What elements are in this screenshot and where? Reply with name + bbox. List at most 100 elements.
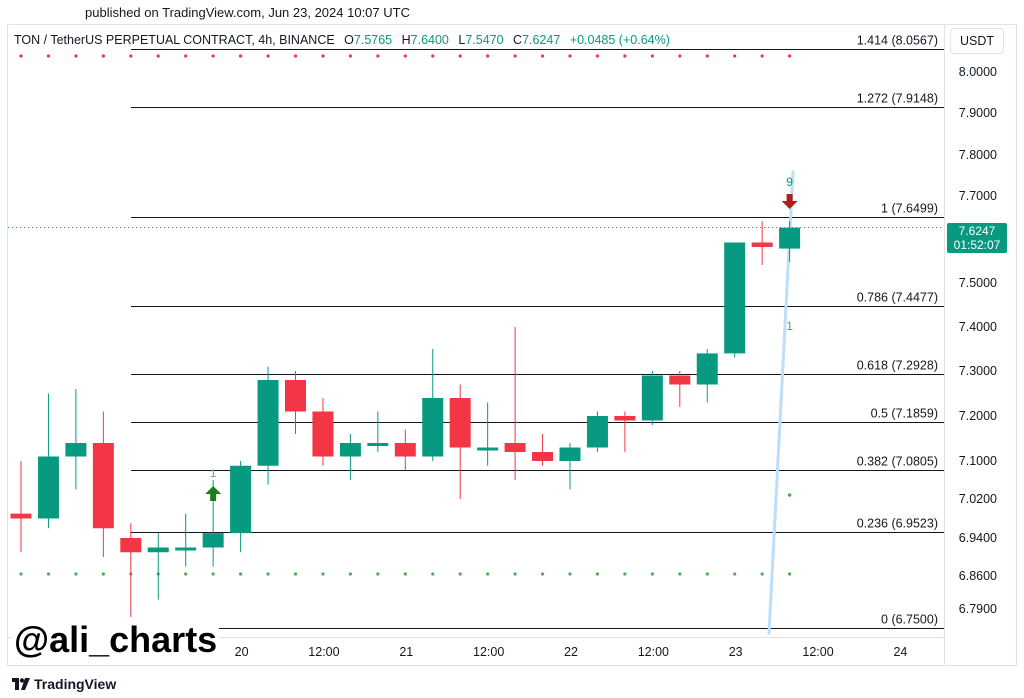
support-dot bbox=[293, 572, 298, 576]
resistance-dot bbox=[321, 54, 325, 58]
resistance-dot bbox=[513, 54, 517, 58]
fib-label: 0.786 (7.4477) bbox=[857, 291, 938, 305]
y-tick-label: 7.4000 bbox=[959, 320, 997, 334]
resistance-dot bbox=[101, 54, 105, 58]
close-value: 7.6247 bbox=[522, 33, 561, 47]
y-tick-label: 7.8000 bbox=[959, 148, 997, 162]
td-sell-count: 9 bbox=[786, 175, 793, 189]
candle-body bbox=[422, 398, 444, 457]
resistance-dot bbox=[211, 54, 215, 58]
support-dot bbox=[733, 572, 737, 576]
candle-body bbox=[285, 380, 306, 412]
y-tick-label: 7.2000 bbox=[959, 409, 997, 423]
candle-body bbox=[37, 456, 59, 519]
support-dot bbox=[403, 572, 407, 576]
support-dot bbox=[568, 572, 572, 576]
fib-label: 0.382 (7.0805) bbox=[857, 455, 938, 469]
resistance-dot bbox=[129, 54, 133, 58]
support-dot bbox=[650, 572, 654, 576]
candle-body bbox=[669, 375, 691, 385]
last-price: 7.6247 bbox=[958, 224, 996, 238]
resistance-dot bbox=[46, 54, 51, 58]
low-label: L bbox=[458, 33, 466, 47]
tradingview-logo[interactable]: TradingView bbox=[12, 676, 116, 692]
candle-body bbox=[586, 416, 608, 448]
x-tick-label: 24 bbox=[893, 645, 907, 659]
support-dot bbox=[74, 572, 78, 576]
candle-body bbox=[65, 443, 87, 457]
candle-body bbox=[339, 443, 361, 457]
buy-arrow-icon bbox=[205, 486, 222, 501]
candle-body bbox=[230, 465, 252, 534]
y-tick-label: 7.5000 bbox=[959, 276, 997, 290]
resistance-dot bbox=[705, 54, 709, 58]
x-tick-label: 21 bbox=[399, 645, 413, 659]
support-dot bbox=[705, 572, 709, 576]
resistance-dot bbox=[678, 54, 682, 58]
support-dot bbox=[321, 572, 325, 576]
candle-body bbox=[10, 513, 32, 519]
y-tick-label: 6.9400 bbox=[959, 531, 997, 545]
fib-label: 1.414 (8.0567) bbox=[857, 34, 938, 48]
x-tick-label: 23 bbox=[729, 645, 743, 659]
y-tick-label: 7.7000 bbox=[959, 189, 997, 203]
candle-body bbox=[175, 547, 197, 551]
resistance-dot bbox=[74, 54, 78, 58]
candle-body bbox=[394, 443, 416, 457]
x-tick-label: 22 bbox=[564, 645, 578, 659]
footer-brand: TradingView bbox=[34, 676, 117, 692]
candle-body bbox=[92, 443, 114, 529]
published-note: published on TradingView.com, Jun 23, 20… bbox=[85, 5, 410, 20]
resistance-dot bbox=[623, 54, 627, 58]
support-dot bbox=[239, 572, 243, 576]
high-label: H bbox=[401, 33, 411, 47]
candle-body bbox=[779, 227, 801, 249]
bar-countdown: 01:52:07 bbox=[953, 238, 1001, 252]
resistance-dot bbox=[431, 54, 435, 58]
fib-label: 0 (6.7500) bbox=[881, 613, 938, 627]
candle-body bbox=[751, 242, 773, 247]
candle-body bbox=[477, 447, 499, 451]
symbol-legend[interactable]: TON / TetherUS PERPETUAL CONTRACT, 4h, B… bbox=[14, 33, 670, 47]
support-dot bbox=[678, 572, 682, 576]
sell-arrow-icon bbox=[781, 194, 798, 209]
y-tick-label: 7.1000 bbox=[959, 454, 997, 468]
currency-button[interactable]: USDT bbox=[950, 28, 1004, 54]
x-tick-label: 12:00 bbox=[308, 645, 339, 659]
tradingview-icon bbox=[12, 678, 30, 690]
open-value: 7.5765 bbox=[353, 33, 393, 47]
y-tick-label: 7.9000 bbox=[959, 106, 997, 120]
low-value: 7.5470 bbox=[465, 33, 504, 47]
close-label: C bbox=[513, 33, 523, 47]
candle-body bbox=[696, 353, 718, 385]
x-tick-label: 12:00 bbox=[473, 645, 504, 659]
resistance-dot bbox=[293, 54, 298, 58]
td-count-label: 1 bbox=[786, 319, 793, 333]
y-tick-label: 6.8600 bbox=[959, 569, 997, 583]
candle-body bbox=[147, 547, 169, 553]
y-tick-label: 6.7900 bbox=[959, 602, 997, 616]
candle-body bbox=[312, 411, 334, 457]
td-buy-count: 1 bbox=[210, 468, 216, 480]
support-dot bbox=[266, 572, 270, 576]
support-dot bbox=[431, 572, 435, 576]
resistance-dot bbox=[540, 54, 545, 58]
support-dot bbox=[540, 572, 545, 576]
support-dot bbox=[486, 572, 490, 576]
trend-line bbox=[767, 170, 795, 635]
resistance-dot bbox=[348, 54, 352, 58]
resistance-dot bbox=[266, 54, 270, 58]
support-dot bbox=[46, 572, 51, 576]
support-dot bbox=[595, 572, 600, 576]
support-dot bbox=[760, 572, 764, 576]
resistance-dot bbox=[486, 54, 490, 58]
y-tick-label: 7.3000 bbox=[959, 364, 997, 378]
x-tick-label: 20 bbox=[235, 645, 249, 659]
resistance-dot bbox=[595, 54, 600, 58]
resistance-dot bbox=[184, 54, 188, 58]
y-tick-label: 8.0000 bbox=[959, 65, 997, 79]
resistance-dot bbox=[788, 54, 792, 58]
candle-body bbox=[614, 416, 636, 421]
fib-label: 0.618 (7.2928) bbox=[857, 359, 938, 373]
